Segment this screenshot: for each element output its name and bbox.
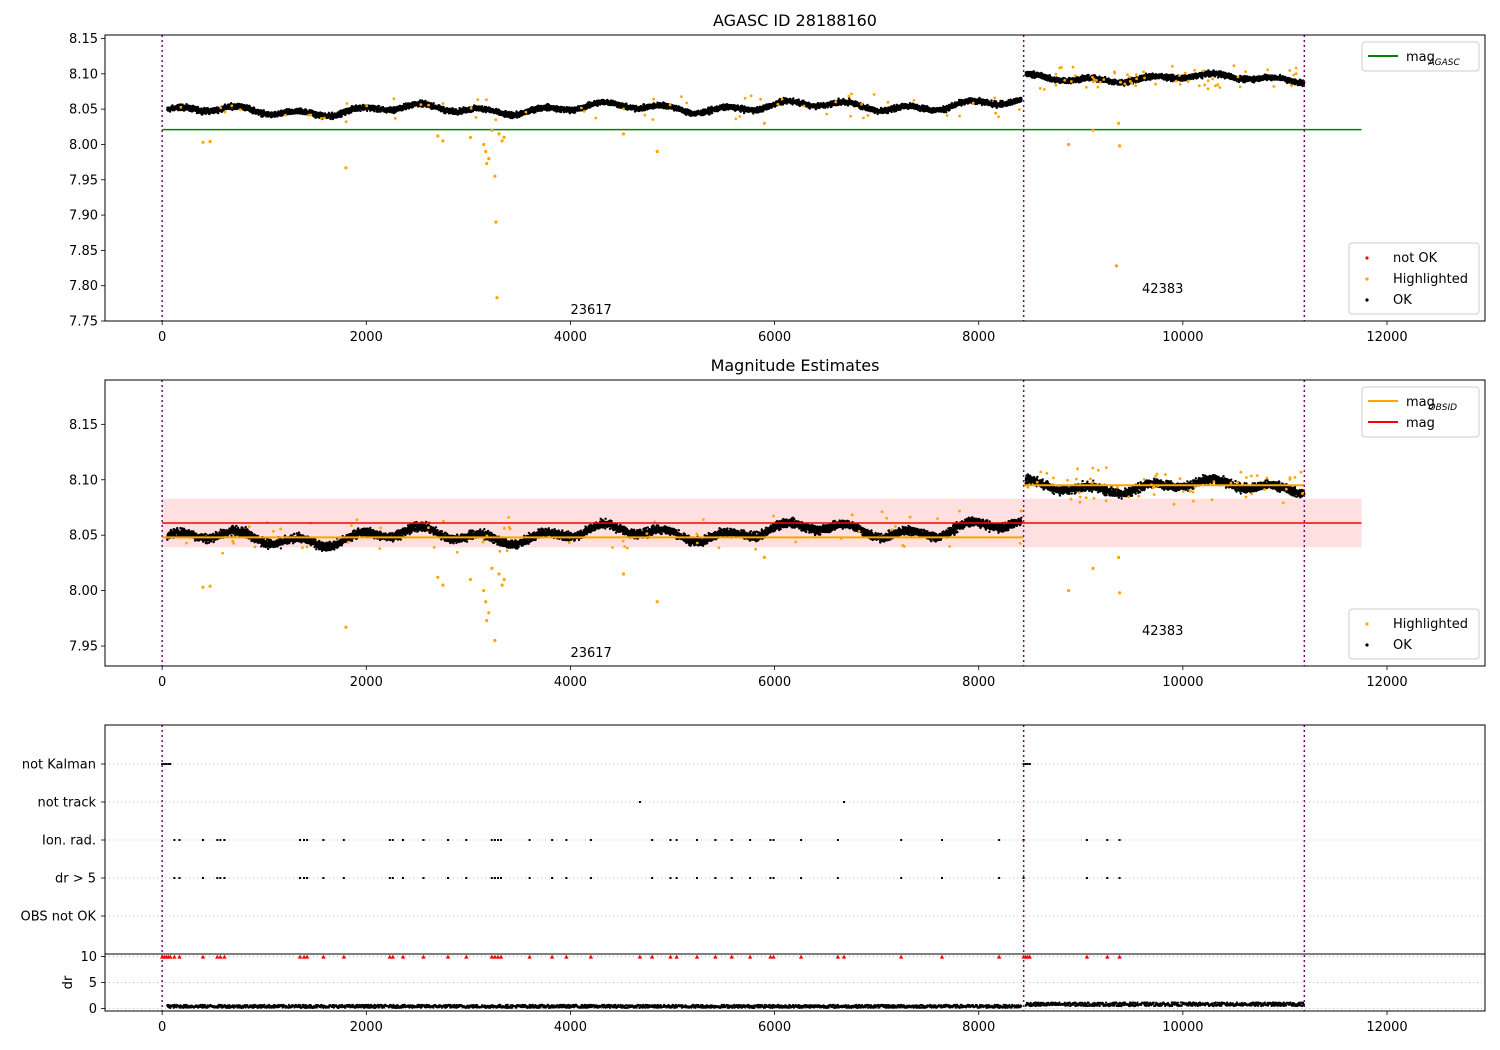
panel1-ok-point xyxy=(168,110,172,113)
panel1-ok-point xyxy=(223,103,227,106)
panel1-xtick-label: 8000 xyxy=(962,330,995,345)
panel1-plot-area xyxy=(162,64,1362,300)
panel1-ok-point xyxy=(504,109,507,113)
panel-agasc: AGASC ID 28188160 0 2000 4000 6000 8000 10000… xyxy=(69,11,1486,345)
panel1-ok-point xyxy=(196,106,200,110)
panel1-ytick-label: 7.75 xyxy=(69,315,98,330)
panel1-ok-point xyxy=(792,97,795,100)
panel1-ok-point xyxy=(573,111,577,114)
panel1-ytick-label: 8.10 xyxy=(69,67,98,82)
panel-agasc-title: AGASC ID 28188160 xyxy=(713,11,877,30)
panel1-xtick-label: 6000 xyxy=(758,330,791,345)
panel1-ok-point xyxy=(218,109,222,113)
panel1-ok-point xyxy=(797,98,800,101)
panel1-ok-point xyxy=(248,105,252,108)
panel1-ok-point xyxy=(424,99,427,103)
panel1-ytick-label: 7.85 xyxy=(69,244,98,259)
panel1-xtick-label: 10000 xyxy=(1162,330,1203,345)
panel1-ok-point xyxy=(373,110,376,113)
panel1-ytick-label: 7.80 xyxy=(69,279,98,294)
panel1-ytick-label: 8.15 xyxy=(69,32,98,47)
panel1-xtick-label: 0 xyxy=(158,330,166,345)
panel1-ok-point xyxy=(432,102,435,105)
panel1-xtick-label: 12000 xyxy=(1366,330,1407,345)
panel1-xtick-label: 2000 xyxy=(350,330,383,345)
panel1-ok-point xyxy=(710,111,714,115)
panel1-xtick-label: 4000 xyxy=(554,330,587,345)
panel1-ok-point xyxy=(378,105,381,108)
panel1-ok-point xyxy=(327,111,331,115)
panel1-ok-point xyxy=(231,108,234,112)
panel1-ytick-label: 7.95 xyxy=(69,173,98,188)
panel1-ok-point xyxy=(365,109,369,113)
panel1-ytick-label: 8.05 xyxy=(69,103,98,118)
panel1-ok-point xyxy=(283,109,286,112)
panel1-ytick-label: 7.90 xyxy=(69,209,98,224)
panel1-ok-points xyxy=(166,64,1306,124)
panel1-ok-point xyxy=(359,109,362,113)
panel1-ytick-label: 8.00 xyxy=(69,138,98,153)
